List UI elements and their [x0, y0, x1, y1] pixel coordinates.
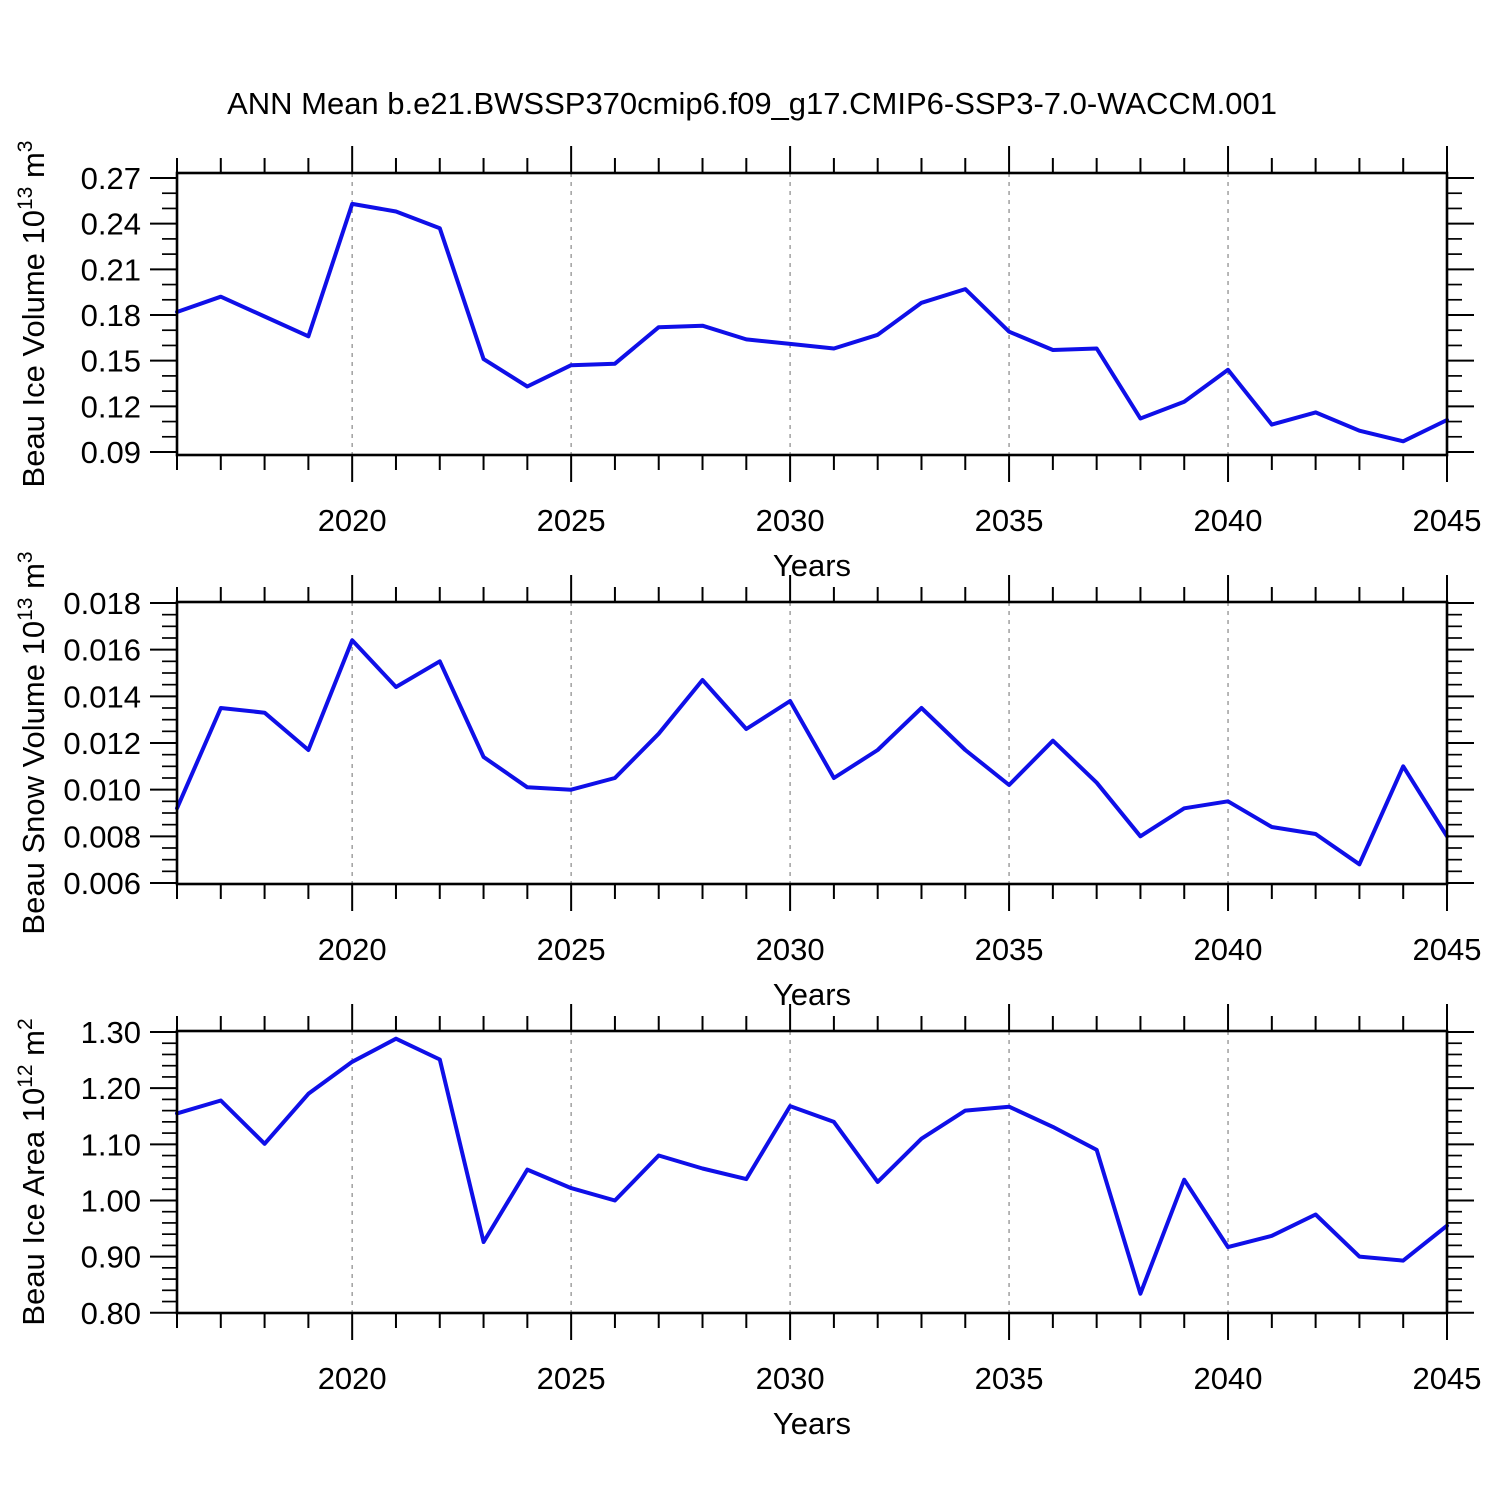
beau-ice-volume-x-gridlines: [351, 173, 1229, 455]
y-axis-title-text: m: [16, 1030, 51, 1064]
page-title: ANN Mean b.e21.BWSSP370cmip6.f09_g17.CMI…: [227, 86, 1277, 121]
beau-ice-volume-plot-frame: [175, 171, 1449, 457]
x-tick-label: 2035: [975, 1361, 1044, 1396]
beau-ice-area-x-tick-labels: 2020 2025 2030 2035 2040 2045: [318, 1361, 1482, 1396]
y-tick-label: 0.010: [63, 773, 141, 808]
beau-ice-area-panel: 0.80 0.90 1.00 1.10 1.20 1.30 2020 2025 2030 2035…: [14, 1004, 1481, 1441]
y-tick-label: 1.00: [81, 1183, 141, 1218]
y-axis-title-superscript: 12: [14, 1064, 37, 1087]
y-tick-label: 0.018: [63, 586, 141, 621]
y-tick-label: 0.27: [81, 161, 141, 196]
y-tick-label: 1.10: [81, 1127, 141, 1162]
beau-ice-volume-y-axis-title: Beau Ice Volume 1013 m3: [14, 141, 51, 488]
y-tick-label: 0.09: [81, 435, 141, 470]
x-tick-label: 2045: [1413, 932, 1482, 967]
beau-ice-volume-ticks: [150, 146, 1474, 482]
x-tick-label: 2025: [537, 503, 606, 538]
beau-snow-volume-data-line: [175, 638, 1449, 867]
x-tick-label: 2040: [1194, 1361, 1263, 1396]
x-tick-label: 2035: [975, 503, 1044, 538]
y-axis-title-superscript: 3: [14, 551, 37, 563]
y-tick-label: 0.18: [81, 298, 141, 333]
beau-ice-area-y-tick-labels: 0.80 0.90 1.00 1.10 1.20 1.30: [81, 1015, 141, 1331]
y-tick-label: 0.12: [81, 389, 141, 424]
beau-snow-volume-x-gridlines: [351, 602, 1229, 884]
beau-snow-volume-x-axis-title: Years: [773, 977, 851, 1012]
y-tick-label: 0.15: [81, 344, 141, 379]
x-tick-label: 2020: [318, 1361, 387, 1396]
beau-snow-volume-y-tick-labels: 0.006 0.008 0.010 0.012 0.014 0.016 0.018: [63, 586, 141, 901]
beau-snow-volume-y-axis-title: Beau Snow Volume 1013 m3: [14, 551, 51, 934]
y-tick-label: 0.006: [63, 866, 141, 901]
beau-ice-area-data-line: [175, 1036, 1449, 1296]
beau-snow-volume-ticks: [150, 575, 1474, 911]
beau-ice-volume-y-tick-labels: 0.09 0.12 0.15 0.18 0.21 0.24 0.27: [81, 161, 141, 470]
y-axis-title-superscript: 2: [14, 1018, 37, 1030]
y-tick-label: 1.30: [81, 1015, 141, 1050]
x-tick-label: 2040: [1194, 503, 1263, 538]
x-tick-label: 2030: [756, 503, 825, 538]
y-tick-label: 0.80: [81, 1296, 141, 1331]
y-axis-title-text: m: [16, 563, 51, 597]
y-axis-title-text: Beau Snow Volume 10: [16, 621, 51, 935]
beau-ice-area-y-axis-title: Beau Ice Area 1012 m2: [14, 1018, 51, 1325]
y-tick-label: 0.24: [81, 207, 141, 242]
x-tick-label: 2045: [1413, 503, 1482, 538]
y-axis-title-superscript: 3: [14, 141, 37, 153]
y-tick-label: 0.90: [81, 1240, 141, 1275]
beau-ice-volume-panel: 0.09 0.12 0.15 0.18 0.21 0.24 0.27 2020 2025 2030…: [14, 141, 1481, 583]
beau-ice-area-x-axis-title: Years: [773, 1406, 851, 1441]
x-tick-label: 2030: [756, 1361, 825, 1396]
y-tick-label: 0.012: [63, 726, 141, 761]
x-tick-label: 2030: [756, 932, 825, 967]
y-tick-label: 0.008: [63, 819, 141, 854]
beau-ice-volume-x-axis-title: Years: [773, 548, 851, 583]
x-tick-label: 2045: [1413, 1361, 1482, 1396]
beau-snow-volume-x-tick-labels: 2020 2025 2030 2035 2040 2045: [318, 932, 1482, 967]
y-axis-title-superscript: 13: [14, 598, 37, 621]
y-tick-label: 0.21: [81, 252, 141, 287]
x-tick-label: 2025: [537, 1361, 606, 1396]
y-axis-title-text: Beau Ice Area 10: [16, 1088, 51, 1326]
y-axis-title-superscript: 13: [14, 187, 37, 210]
beau-ice-volume-data-line: [175, 201, 1449, 444]
y-tick-label: 1.20: [81, 1071, 141, 1106]
beau-ice-area-plot-frame: [175, 1029, 1449, 1315]
y-tick-label: 0.016: [63, 633, 141, 668]
x-tick-label: 2025: [537, 932, 606, 967]
beau-ice-area-x-gridlines: [351, 1031, 1229, 1313]
y-tick-label: 0.014: [63, 679, 141, 714]
beau-ice-volume-x-tick-labels: 2020 2025 2030 2035 2040 2045: [318, 503, 1482, 538]
x-tick-label: 2020: [318, 932, 387, 967]
beau-ice-area-ticks: [150, 1004, 1474, 1340]
x-tick-label: 2040: [1194, 932, 1263, 967]
y-axis-title-text: m: [16, 152, 51, 186]
x-tick-label: 2020: [318, 503, 387, 538]
x-tick-label: 2035: [975, 932, 1044, 967]
y-axis-title-text: Beau Ice Volume 10: [16, 210, 51, 487]
